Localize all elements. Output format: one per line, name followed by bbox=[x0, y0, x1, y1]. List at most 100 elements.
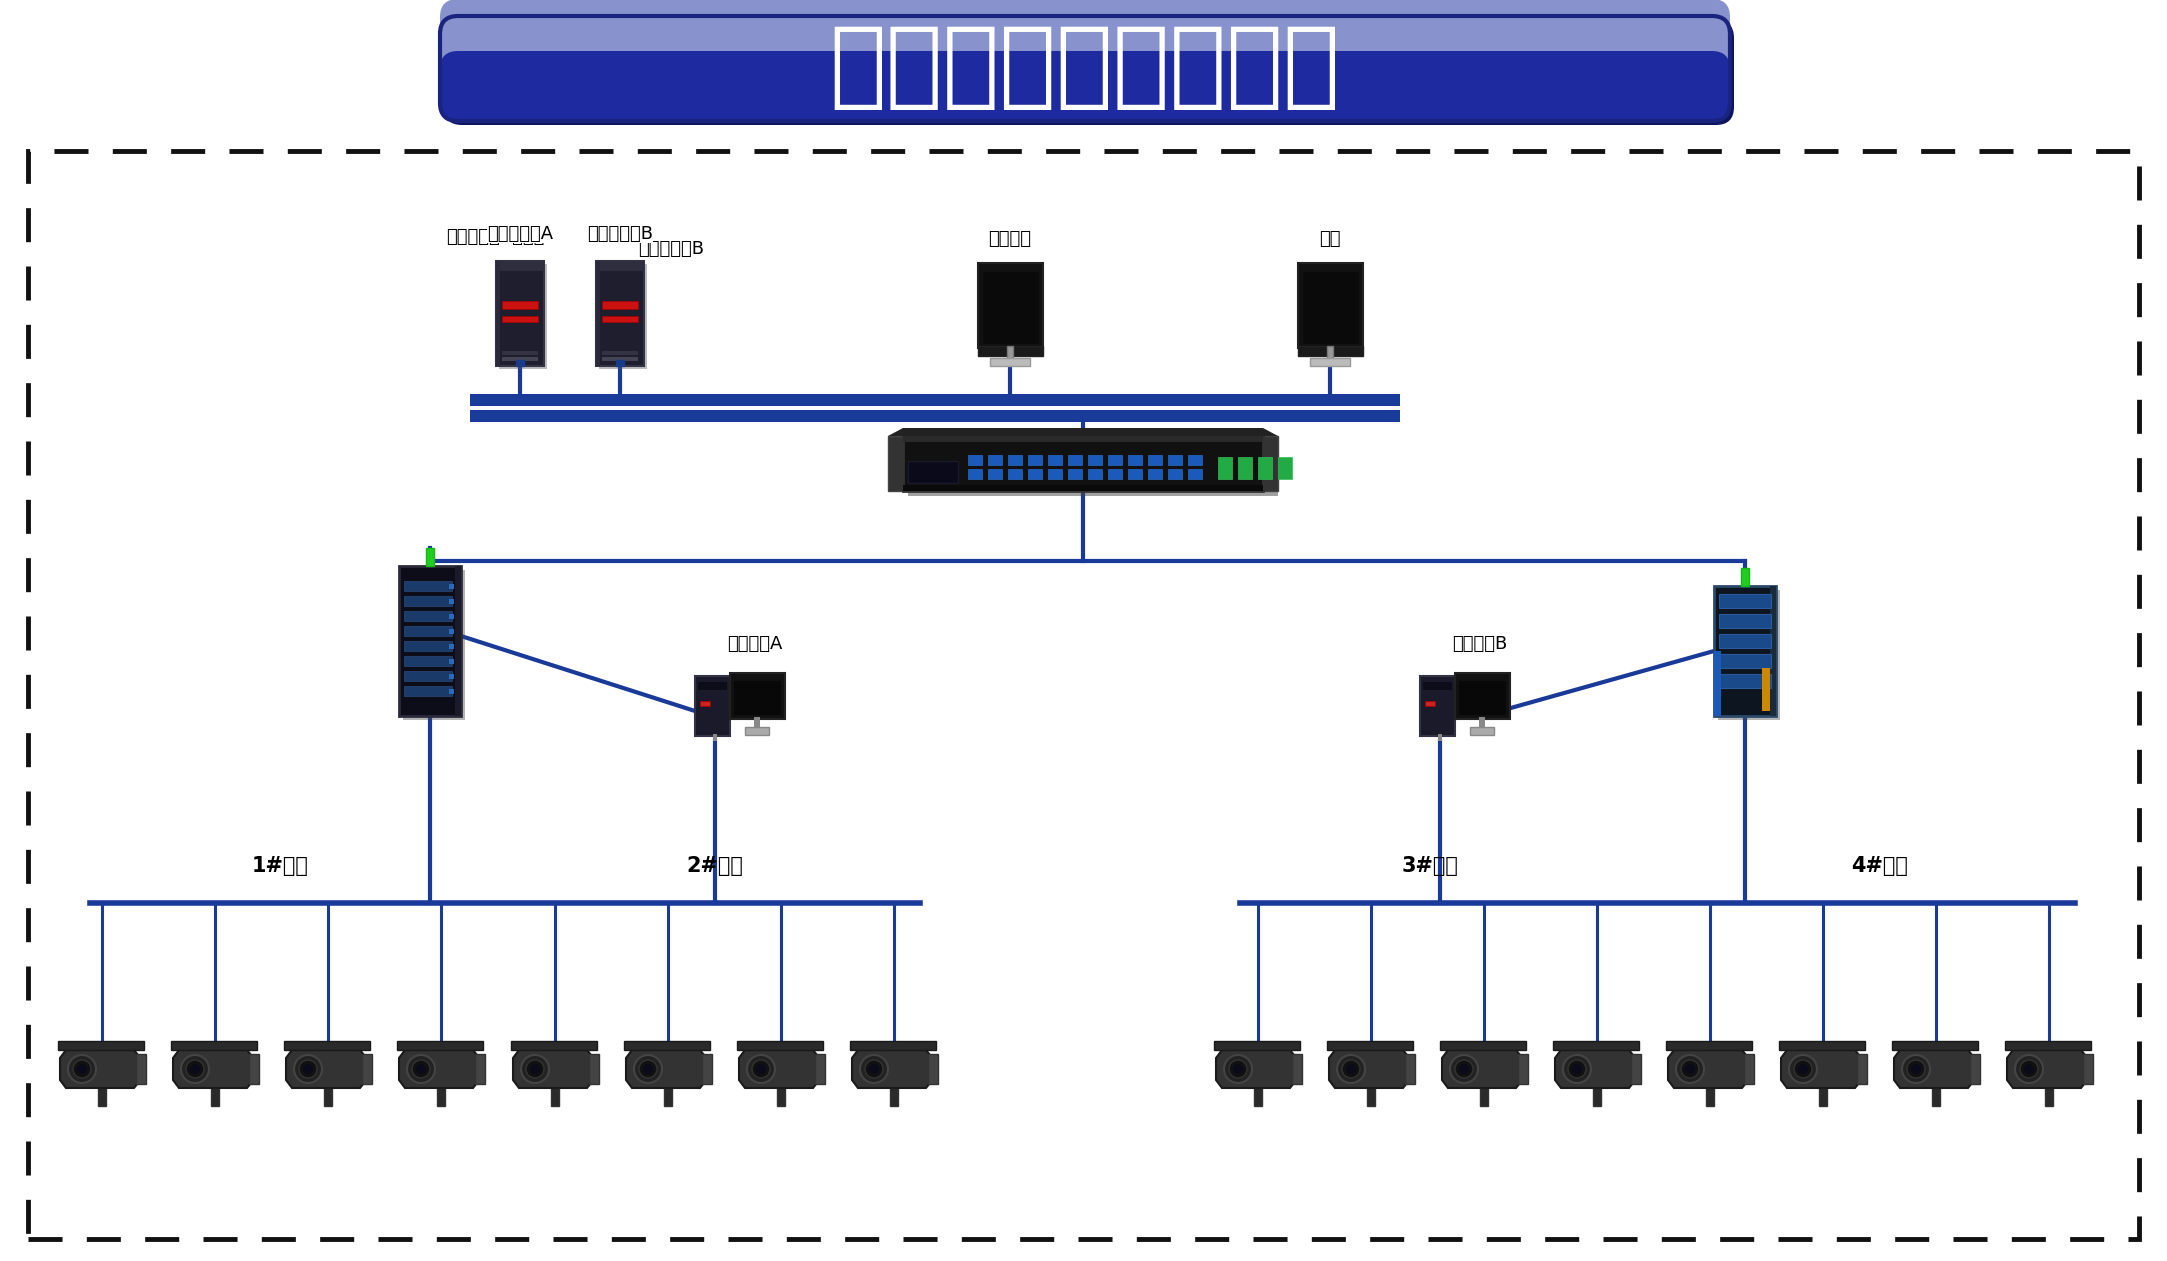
Polygon shape bbox=[399, 1050, 481, 1088]
Circle shape bbox=[1229, 1061, 1246, 1078]
Circle shape bbox=[1341, 1061, 1361, 1078]
Bar bbox=[1298, 346, 1363, 356]
Bar bbox=[403, 686, 453, 696]
Bar bbox=[1237, 456, 1253, 479]
Circle shape bbox=[752, 1061, 769, 1078]
Text: 监控主机A: 监控主机A bbox=[728, 636, 782, 653]
Bar bbox=[1718, 614, 1770, 628]
Text: 工业级控制解决方案: 工业级控制解决方案 bbox=[830, 20, 1341, 112]
Circle shape bbox=[1458, 1064, 1469, 1074]
Bar bbox=[1326, 346, 1333, 359]
Bar bbox=[1857, 1054, 1868, 1084]
Bar bbox=[1480, 718, 1484, 729]
Circle shape bbox=[748, 1055, 776, 1083]
Text: 存储服务器A: 存储服务器A bbox=[488, 224, 553, 243]
FancyBboxPatch shape bbox=[444, 20, 1734, 125]
Polygon shape bbox=[739, 1050, 821, 1088]
Bar bbox=[2046, 1086, 2052, 1106]
Bar bbox=[602, 357, 637, 361]
Bar bbox=[1008, 455, 1023, 465]
Circle shape bbox=[2020, 1061, 2037, 1078]
Bar bbox=[1404, 1054, 1415, 1084]
Bar bbox=[1762, 668, 1770, 711]
Bar bbox=[403, 656, 453, 666]
Bar bbox=[908, 436, 1279, 496]
Bar bbox=[700, 701, 711, 706]
Circle shape bbox=[74, 1061, 91, 1078]
Circle shape bbox=[639, 1061, 657, 1078]
Circle shape bbox=[191, 1064, 199, 1074]
Bar bbox=[449, 660, 455, 665]
Bar bbox=[2004, 1042, 2091, 1050]
Bar bbox=[737, 1042, 823, 1050]
Polygon shape bbox=[1441, 1050, 1523, 1088]
Bar bbox=[28, 151, 2139, 1240]
Circle shape bbox=[869, 1064, 880, 1074]
Bar bbox=[888, 436, 904, 491]
Circle shape bbox=[416, 1064, 427, 1074]
Bar bbox=[438, 1086, 444, 1106]
Bar bbox=[904, 485, 1263, 491]
Circle shape bbox=[644, 1064, 652, 1074]
Bar bbox=[1259, 456, 1272, 479]
Bar bbox=[596, 261, 600, 366]
Bar bbox=[624, 1042, 711, 1050]
Circle shape bbox=[1569, 1061, 1586, 1078]
Polygon shape bbox=[888, 427, 1279, 436]
Text: 存储服务器A: 存储服务器A bbox=[488, 224, 553, 243]
Bar bbox=[1292, 1054, 1302, 1084]
Bar bbox=[849, 1042, 936, 1050]
Bar bbox=[1744, 1054, 1753, 1084]
Bar bbox=[598, 264, 648, 369]
Bar bbox=[397, 1042, 483, 1050]
Bar bbox=[1008, 346, 1012, 359]
Bar bbox=[550, 1086, 559, 1106]
Bar bbox=[249, 1054, 260, 1084]
Bar bbox=[990, 358, 1029, 366]
Bar bbox=[596, 261, 644, 366]
Bar bbox=[1714, 651, 1721, 716]
Bar bbox=[455, 566, 462, 716]
Bar bbox=[1049, 469, 1062, 479]
Text: 监控主机B: 监控主机B bbox=[1452, 636, 1508, 653]
Bar bbox=[1129, 469, 1142, 479]
Bar bbox=[1419, 676, 1454, 736]
Bar bbox=[1740, 567, 1749, 586]
Bar bbox=[1439, 734, 1441, 741]
Bar bbox=[1714, 586, 1777, 716]
Bar bbox=[1424, 682, 1452, 690]
Text: 存储服务器B: 存储服务器B bbox=[587, 224, 652, 243]
Text: 4#车间: 4#车间 bbox=[1851, 856, 1909, 876]
Polygon shape bbox=[286, 1050, 368, 1088]
Circle shape bbox=[295, 1055, 323, 1083]
Circle shape bbox=[1903, 1055, 1931, 1083]
Circle shape bbox=[1562, 1055, 1591, 1083]
Bar bbox=[702, 1054, 713, 1084]
Circle shape bbox=[1790, 1055, 1816, 1083]
Circle shape bbox=[182, 1055, 208, 1083]
Bar bbox=[1705, 1086, 1714, 1106]
Bar bbox=[1263, 436, 1279, 491]
Bar bbox=[1718, 654, 1770, 668]
Bar bbox=[516, 359, 524, 366]
Bar bbox=[1188, 469, 1203, 479]
Bar bbox=[730, 673, 784, 719]
Bar bbox=[927, 1054, 938, 1084]
Bar bbox=[1168, 469, 1181, 479]
Bar bbox=[28, 151, 2139, 1240]
Bar bbox=[403, 612, 453, 620]
Circle shape bbox=[520, 1055, 548, 1083]
Bar bbox=[498, 264, 546, 369]
Bar bbox=[713, 734, 717, 741]
Circle shape bbox=[1794, 1061, 1812, 1078]
Bar bbox=[891, 1086, 897, 1106]
Circle shape bbox=[407, 1055, 436, 1083]
Circle shape bbox=[1224, 1055, 1253, 1083]
Circle shape bbox=[1907, 1061, 1924, 1078]
Circle shape bbox=[1686, 1064, 1695, 1074]
Bar bbox=[1718, 590, 1779, 720]
Bar bbox=[1107, 469, 1123, 479]
Circle shape bbox=[1571, 1064, 1582, 1074]
Bar bbox=[1480, 1086, 1489, 1106]
Bar bbox=[1027, 469, 1042, 479]
